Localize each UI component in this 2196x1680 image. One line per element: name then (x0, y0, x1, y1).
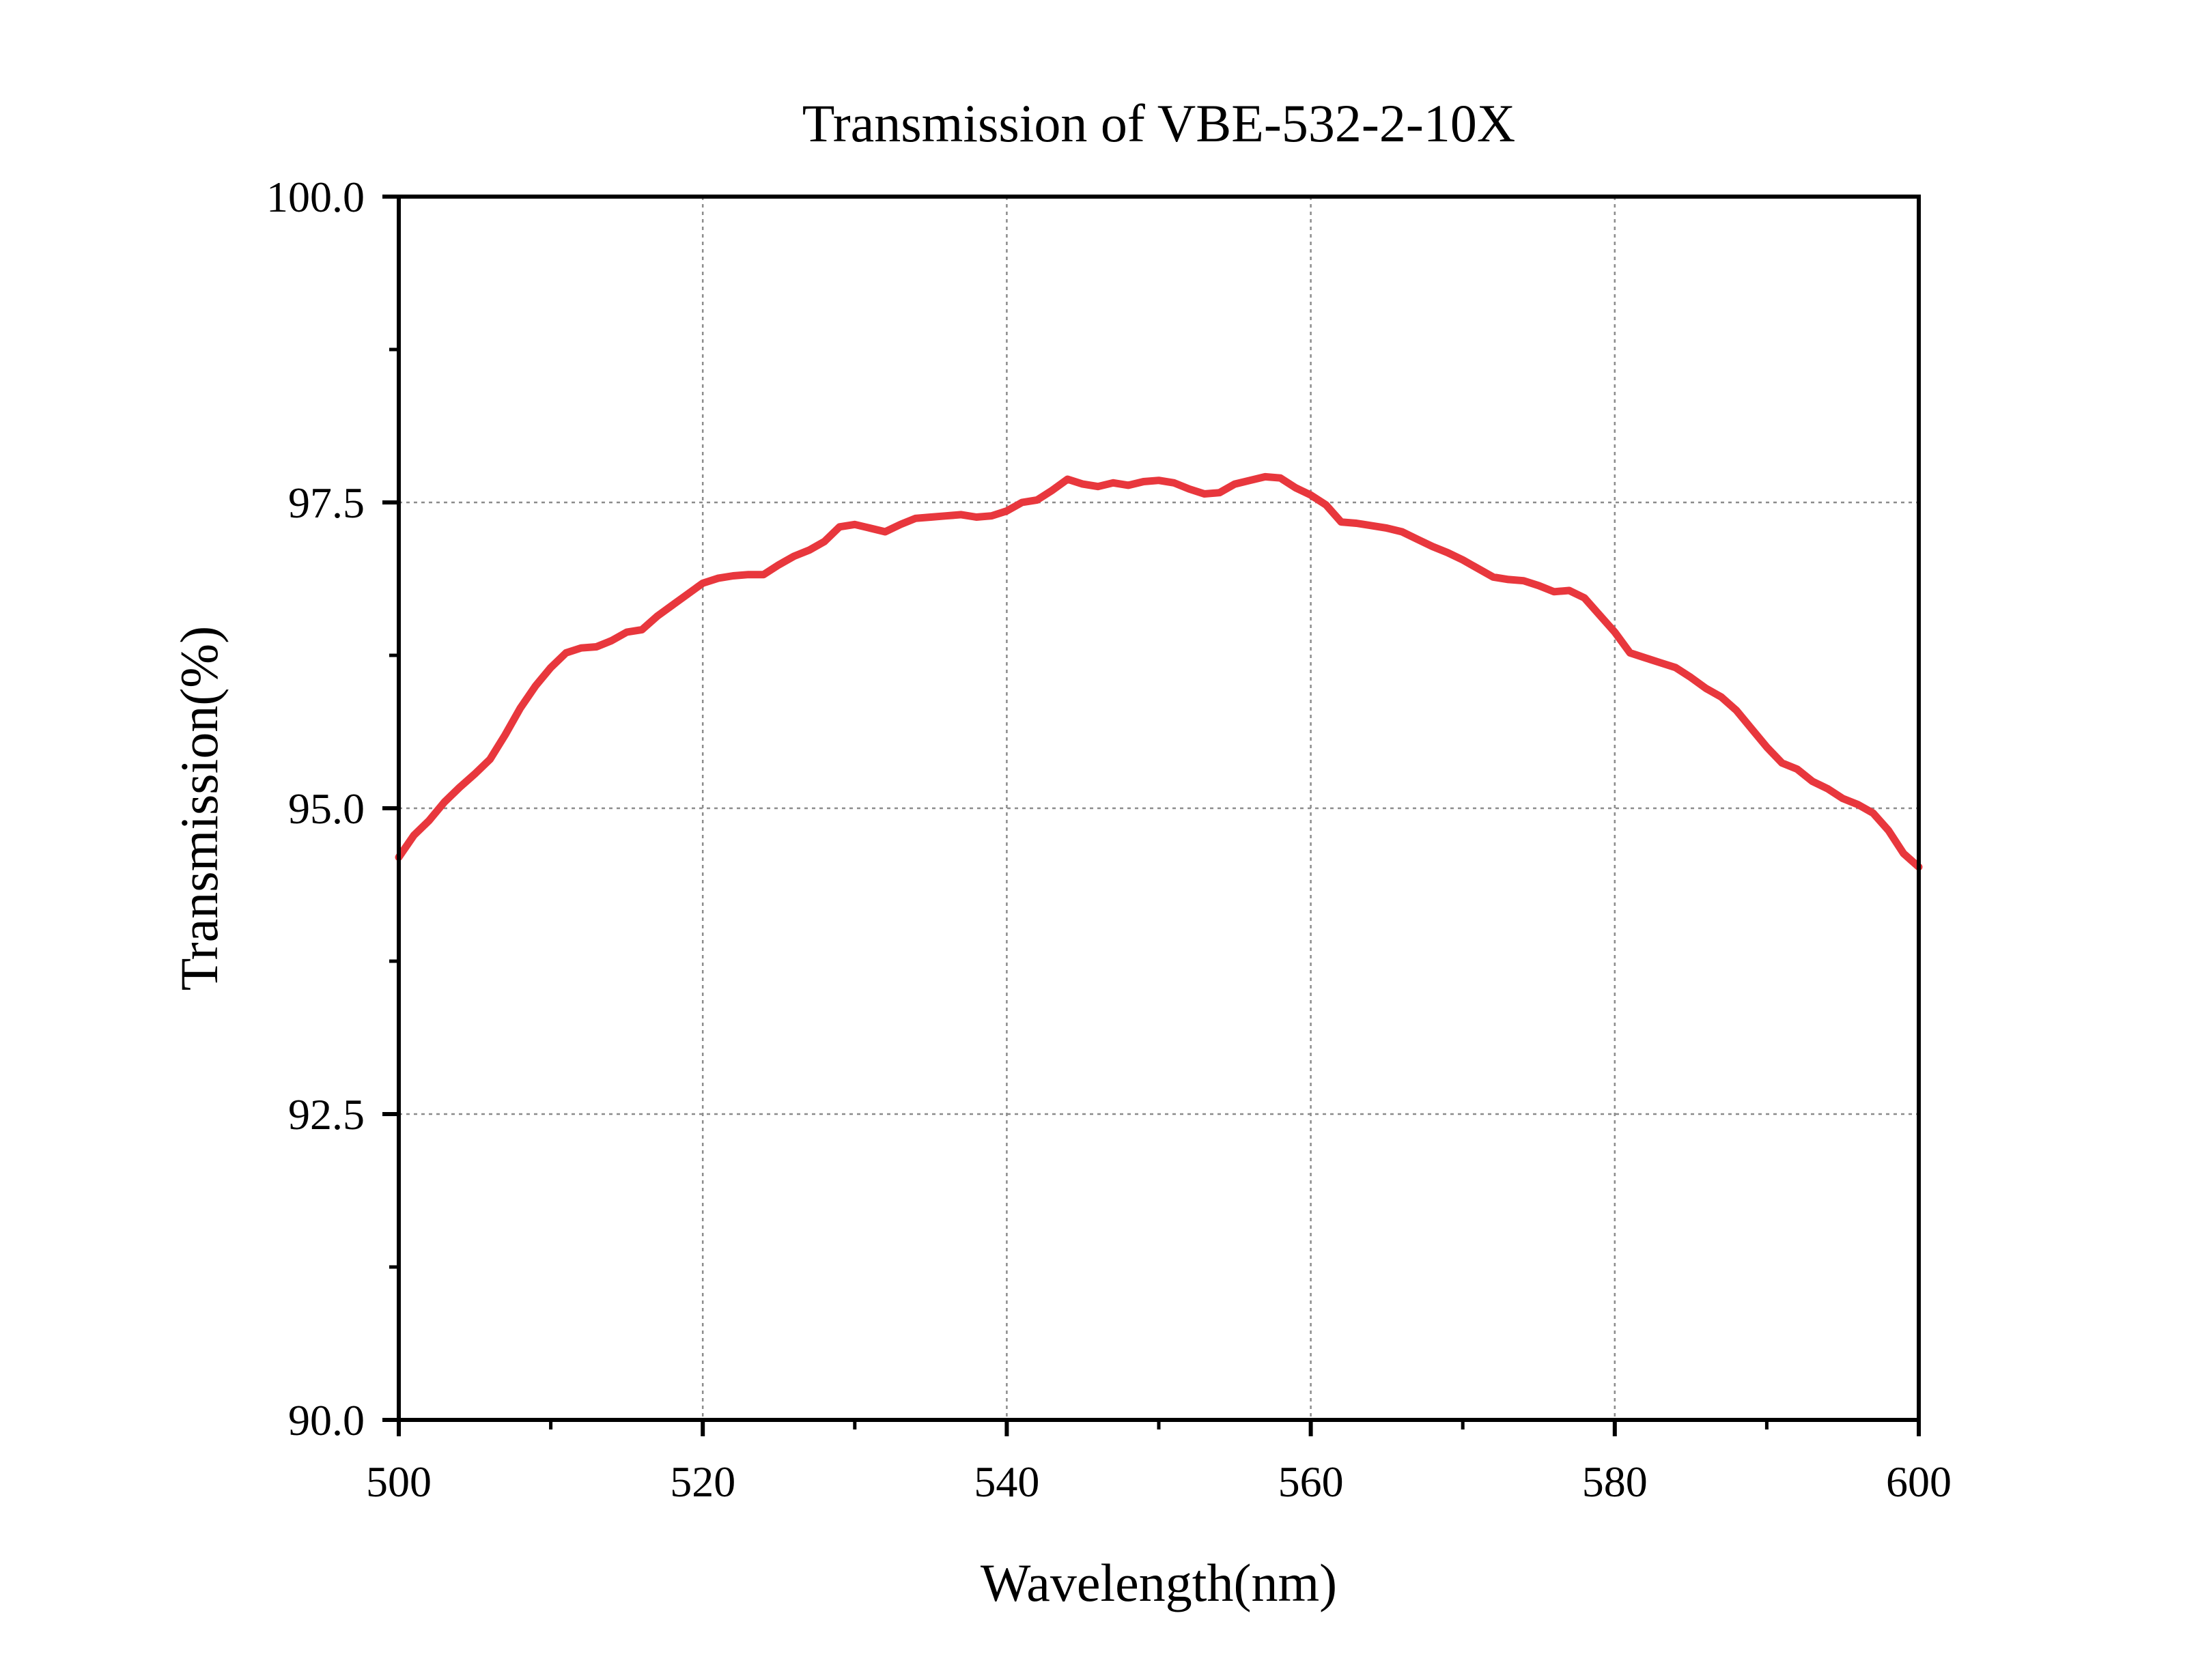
chart-title: Transmission of VBE-532-2-10X (802, 94, 1515, 153)
y-tick-label: 100.0 (266, 173, 365, 221)
x-tick-label: 600 (1886, 1457, 1952, 1506)
y-tick-label: 95.0 (288, 784, 365, 833)
x-tick-label: 580 (1582, 1457, 1648, 1506)
y-axis-label: Transmission(%) (169, 626, 229, 991)
y-tick-label: 92.5 (288, 1090, 365, 1139)
x-tick-label: 520 (670, 1457, 735, 1506)
y-tick-label: 90.0 (288, 1396, 365, 1444)
x-axis-label: Wavelength(nm) (981, 1553, 1337, 1612)
series-layer (395, 472, 1923, 871)
grid-lines (399, 197, 1919, 1420)
y-tick-label: 97.5 (288, 479, 365, 527)
x-tick-label: 560 (1278, 1457, 1344, 1506)
x-tick-label: 500 (366, 1457, 432, 1506)
axis-ticks: 500 520 540 560 580 600 90.0 92.5 95.0 97.5 100.0 (266, 173, 1952, 1506)
series-line (395, 472, 1923, 871)
x-tick-label: 540 (974, 1457, 1039, 1506)
